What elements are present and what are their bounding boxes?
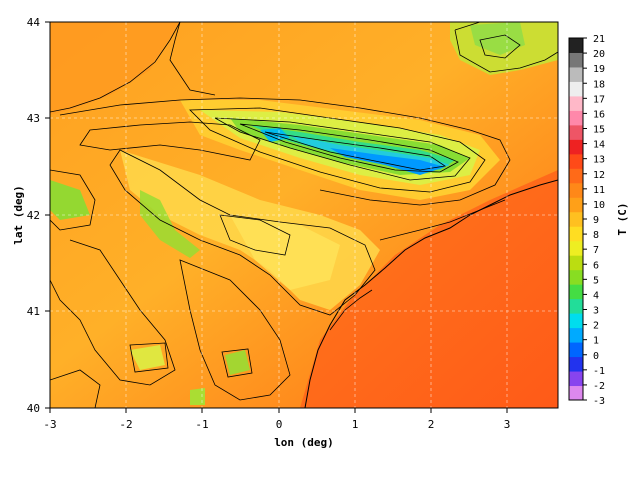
colorbar-swatch xyxy=(569,298,583,314)
colorbar-swatch xyxy=(569,124,583,140)
x-tick-label: 1 xyxy=(352,418,359,431)
plot-area xyxy=(50,22,558,408)
grid-lines xyxy=(50,22,558,408)
colorbar: 2120191817161514131211109876543210-1-2-3… xyxy=(568,34,629,407)
colorbar-tick-label: 5 xyxy=(593,275,599,286)
colorbar-tick-label: 12 xyxy=(593,170,605,181)
y-axis-title: lat (deg) xyxy=(12,185,25,245)
colorbar-tick-label: 15 xyxy=(593,125,605,136)
colorbar-swatch xyxy=(569,356,583,372)
colorbar-swatch xyxy=(569,139,583,155)
colorbar-tick-label: 16 xyxy=(593,109,605,120)
colorbar-tick-label: 1 xyxy=(593,336,599,347)
colorbar-swatch xyxy=(569,197,583,213)
colorbar-tick-label: 9 xyxy=(593,215,599,226)
colorbar-tick-label: -2 xyxy=(593,381,605,392)
x-tick-label: 3 xyxy=(504,418,511,431)
y-tick-label: 41 xyxy=(27,305,40,318)
colorbar-tick-label: 11 xyxy=(593,185,605,196)
y-tick-label: 44 xyxy=(27,16,41,29)
colorbar-swatch xyxy=(569,313,583,329)
colorbar-swatch xyxy=(569,255,583,271)
x-axis-title: lon (deg) xyxy=(274,436,334,449)
colorbar-tick-label: 18 xyxy=(593,79,605,90)
colorbar-tick-label: 14 xyxy=(593,140,605,151)
colorbar-tick-label: 21 xyxy=(593,34,605,45)
contour-lines xyxy=(50,22,558,408)
colorbar-tick-label: 0 xyxy=(593,351,599,362)
colorbar-swatch xyxy=(569,110,583,126)
colorbar-swatch xyxy=(569,182,583,198)
colorbar-tick-label: 4 xyxy=(593,290,599,301)
colorbar-tick-label: 13 xyxy=(593,155,605,166)
x-tick-label: -2 xyxy=(119,418,132,431)
colorbar-tick-label: 20 xyxy=(593,49,605,60)
y-axis xyxy=(45,21,50,409)
x-tick-labels: -3 -2 -1 0 1 2 3 xyxy=(43,418,510,431)
colorbar-tick-label: 8 xyxy=(593,230,599,241)
colorbar-tick-label: 10 xyxy=(593,200,605,211)
colorbar-swatch xyxy=(569,226,583,242)
x-tick-label: 2 xyxy=(428,418,435,431)
y-tick-labels: 40 41 42 43 44 xyxy=(27,16,41,415)
colorbar-swatch xyxy=(569,52,583,68)
x-tick-label: -3 xyxy=(43,418,56,431)
colorbar-title: T (C) xyxy=(616,202,629,235)
colorbar-swatch xyxy=(569,371,583,387)
colorbar-tick-label: -1 xyxy=(593,366,605,377)
colorbar-tick-label: 6 xyxy=(593,260,599,271)
colorbar-swatch xyxy=(569,284,583,300)
pyrenees-cold-band xyxy=(180,100,500,200)
colorbar-tick-label: 17 xyxy=(593,94,605,105)
coastline xyxy=(304,179,558,408)
colorbar-swatch xyxy=(569,168,583,184)
colorbar-tick-label: 19 xyxy=(593,64,605,75)
colorbar-swatch xyxy=(569,240,583,256)
colorbar-swatches xyxy=(569,38,583,401)
sea-region xyxy=(300,170,558,408)
colorbar-tick-label: -3 xyxy=(593,396,605,407)
colorbar-tick-label: 2 xyxy=(593,321,599,332)
colorbar-swatch xyxy=(569,211,583,227)
colorbar-swatch xyxy=(569,385,583,401)
y-tick-label: 40 xyxy=(27,402,40,415)
colorbar-swatch xyxy=(569,327,583,343)
colorbar-tick-label: 7 xyxy=(593,245,599,256)
colorbar-tick-label: 3 xyxy=(593,306,599,317)
colorbar-swatch xyxy=(569,66,583,82)
x-tick-label: -1 xyxy=(195,418,208,431)
x-tick-label: 0 xyxy=(276,418,283,431)
colorbar-swatch xyxy=(569,342,583,358)
colorbar-swatch xyxy=(569,95,583,111)
colorbar-swatch xyxy=(569,153,583,169)
colorbar-swatch xyxy=(569,81,583,97)
y-tick-label: 43 xyxy=(27,112,40,125)
colorbar-swatch xyxy=(569,269,583,285)
colorbar-swatch xyxy=(569,38,583,53)
y-tick-label: 42 xyxy=(27,209,40,222)
x-axis xyxy=(49,408,508,413)
